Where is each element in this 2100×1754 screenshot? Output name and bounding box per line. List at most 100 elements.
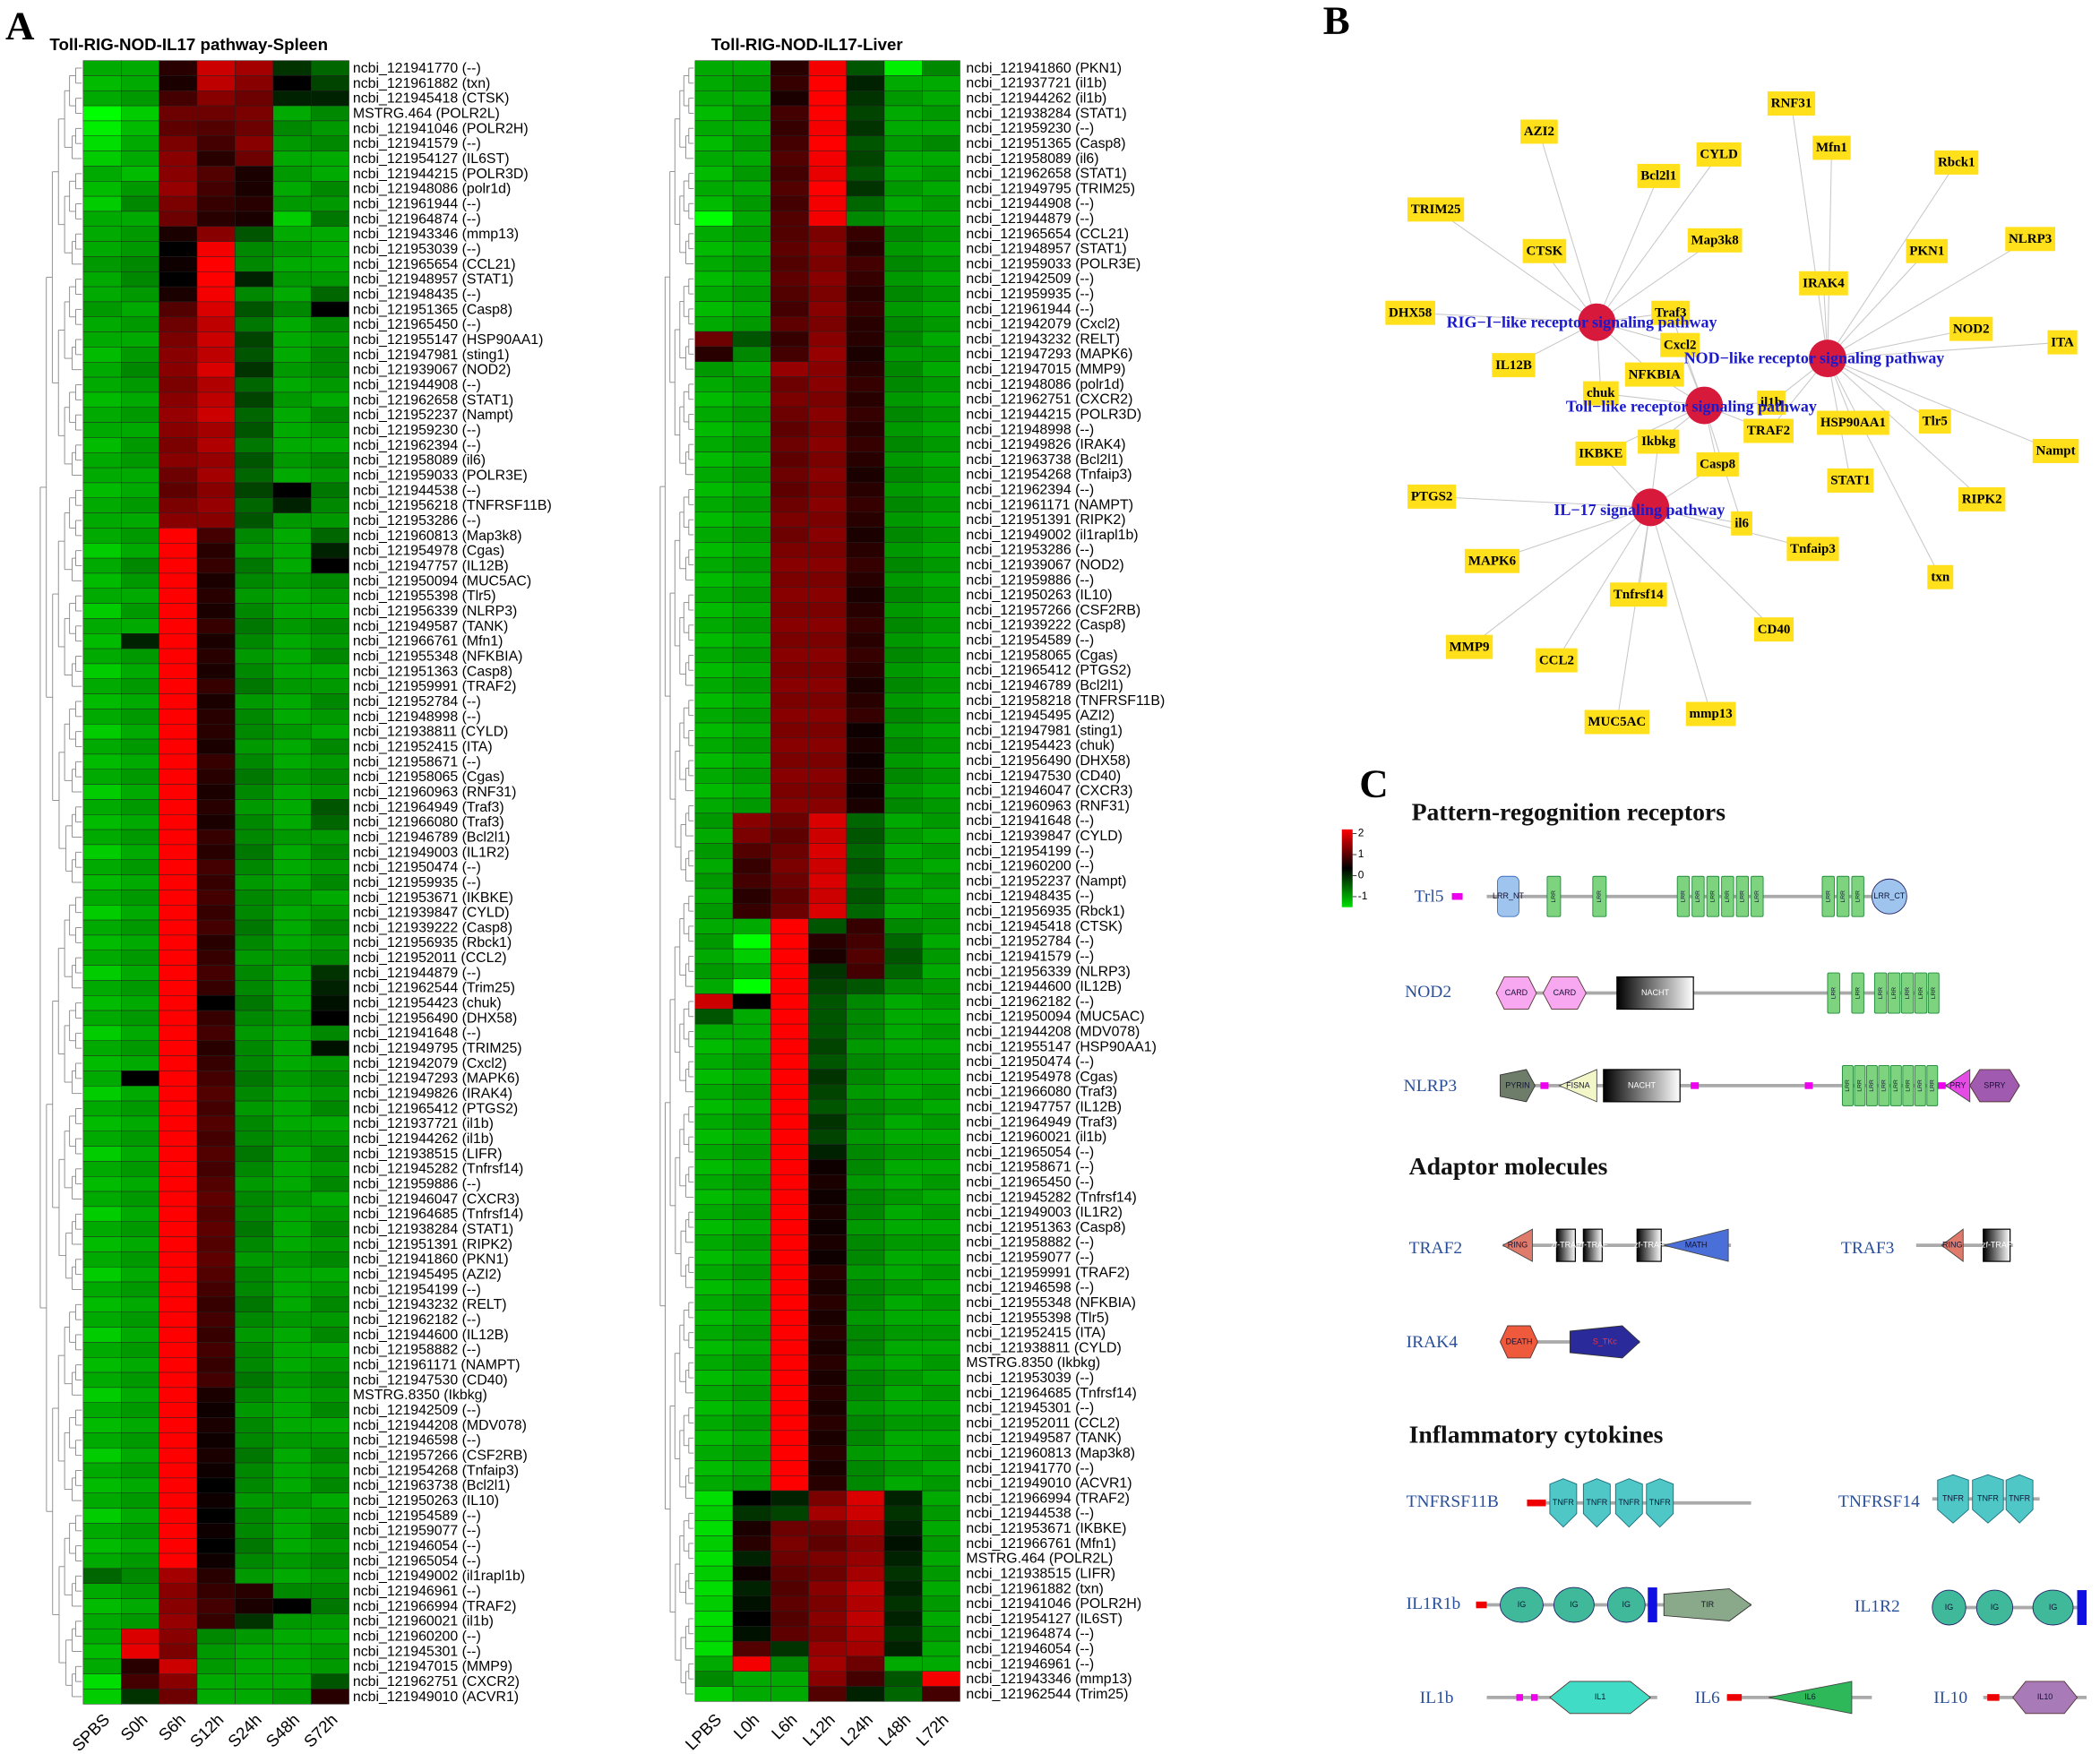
row-label: ncbi_121950094 (MUC5AC) [353,573,531,589]
heatmap-cell [310,633,349,649]
edge [1827,357,1941,578]
heatmap-cell [846,376,885,392]
heatmap-cell [235,166,274,182]
heatmap-cell [732,542,771,558]
heatmap-cell [310,1161,349,1177]
heatmap-cell [272,1658,312,1674]
row-label: ncbi_121965450 (--) [353,317,481,332]
gene-node [1584,709,1649,735]
row-label: ncbi_121962658 (STAT1) [353,392,513,408]
row-label: ncbi_121945418 (CTSK) [966,919,1123,934]
gene-label: CCL2 [1539,653,1574,667]
domain-label: LRR [1695,890,1701,903]
heatmap-cell [694,1174,734,1191]
heatmap-cell [694,451,734,468]
heatmap-cell [235,1673,274,1690]
heatmap-cell [846,677,885,693]
heatmap-cell [732,1385,771,1401]
row-label: ncbi_121945282 (Tnfrsf14) [966,1190,1136,1205]
row-label: ncbi_121965654 (CCL21) [966,227,1129,242]
domain [1821,875,1835,917]
heatmap-cell [846,1279,885,1295]
heatmap-cell [121,135,159,151]
heatmap-cell [159,150,198,167]
heatmap-cell [883,1445,923,1461]
heatmap-cell [235,60,274,76]
row-label: ncbi_121963738 (Bcl2l1) [353,1478,510,1493]
heatmap-cell [694,843,734,859]
heatmap-cell [235,543,274,559]
heatmap-cell [883,933,923,950]
heatmap-cell [121,1598,159,1614]
domain [1497,875,1519,917]
heatmap-cell [121,1311,159,1328]
row-label: ncbi_121949003 (IL1R2) [353,845,510,860]
gene-node [1696,142,1742,167]
heatmap-cell [846,1655,885,1672]
row-label: ncbi_121949826 (IRAK4) [966,437,1125,452]
heatmap-cell [121,678,159,694]
heatmap-cell [846,255,885,272]
heatmap-cell [922,1565,960,1582]
heatmap-cell [694,768,734,784]
heatmap-cell [883,632,923,649]
heatmap-cell [732,993,771,1010]
heatmap-cell [82,1176,122,1192]
heatmap-cell [922,1009,960,1025]
domain [1495,976,1537,1010]
heatmap-cell [846,346,885,362]
heatmap-cell [235,150,274,167]
panel-label: B [1323,0,1350,42]
heatmap-cell [883,677,923,693]
heatmap-cell [770,556,809,573]
row-label: ncbi_121941579 (--) [966,949,1094,964]
heatmap-cell [922,271,960,287]
heatmap-cell [770,797,809,814]
heatmap-cell [121,905,159,921]
heatmap-cell [808,271,848,287]
heatmap-cell [272,1311,312,1328]
heatmap-cell [846,1370,885,1386]
domain [1841,1064,1854,1106]
heatmap-cell [235,1251,274,1268]
heatmap-cell [732,587,771,603]
heatmap-cell [732,1370,771,1386]
heatmap-cell [883,556,923,573]
heatmap-cell [732,888,771,904]
row-label: ncbi_121950094 (MUC5AC) [966,1010,1144,1025]
domain [1555,1228,1576,1262]
heatmap-cell [310,166,349,182]
heatmap-cell [159,1100,198,1117]
row-label: ncbi_121954589 (--) [966,633,1094,649]
heatmap-cell [82,1462,122,1479]
heatmap-cell [159,1311,198,1328]
heatmap-cell [82,1613,122,1629]
row-label: ncbi_121944600 (IL12B) [353,1328,509,1343]
heatmap-cell [235,135,274,151]
heatmap-cell [121,376,159,393]
heatmap-cell [883,993,923,1010]
heatmap-cell [235,362,274,378]
heatmap-cell [310,1583,349,1599]
row-label: MSTRG.8350 (Ikbkg) [353,1388,487,1403]
heatmap-cell [196,995,236,1011]
heatmap-cell [159,1206,198,1222]
heatmap-cell [196,528,236,544]
heatmap-cell [82,1371,122,1389]
row-label: ncbi_121938284 (STAT1) [966,106,1126,121]
gene-label: TRIM25 [1411,202,1461,217]
heatmap-cell [883,617,923,633]
row-label: ncbi_121957266 (CSF2RB) [353,1449,528,1464]
heatmap-cell [82,241,122,257]
heatmap-cell [82,60,122,76]
heatmap-cell [732,512,771,528]
row-label: ncbi_121947757 (IL12B) [353,558,509,573]
heatmap-cell [121,1146,159,1162]
heatmap-cell [272,753,312,770]
domain [1582,1478,1611,1528]
heatmap-cell [922,1279,960,1295]
heatmap-cell [82,693,122,709]
heatmap-cell [121,241,159,257]
row-label: ncbi_121944538 (--) [353,483,481,498]
heatmap-cell [310,1236,349,1252]
